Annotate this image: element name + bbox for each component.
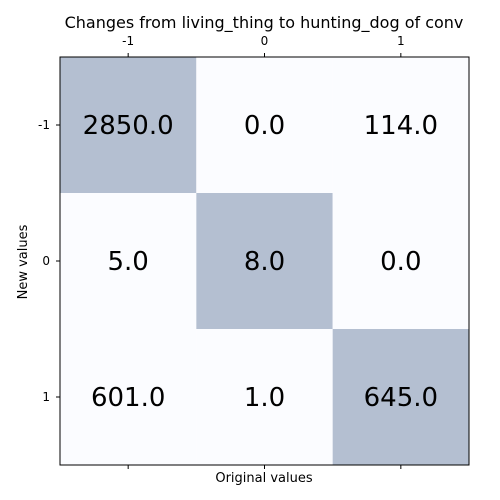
heatmap-cell-value: 645.0 (364, 383, 438, 413)
heatmap-cell (196, 193, 333, 329)
heatmap-cell (60, 193, 197, 329)
heatmap-cell-value: 601.0 (91, 383, 165, 413)
heatmap-cell (332, 57, 469, 193)
heatmap-cell (60, 329, 197, 465)
y-tick-label: 1 (42, 390, 50, 404)
heatmap-cell-value: 8.0 (244, 247, 285, 277)
y-axis-ticks: -1 0 1 (38, 118, 60, 404)
heatmap-cell-labels: 2850.0 0.0 114.0 5.0 8.0 0.0 601.0 1.0 645.0 (83, 111, 438, 413)
x-tick-label: -1 (122, 34, 134, 48)
heatmap-cell (60, 57, 197, 193)
y-axis-label: New values (16, 224, 31, 299)
heatmap-cell-value: 0.0 (244, 111, 285, 141)
y-tick-label: -1 (38, 118, 50, 132)
x-axis-top-ticks: -1 0 1 (122, 34, 405, 57)
heatmap-cell-value: 5.0 (107, 247, 148, 277)
x-tick-label: 1 (397, 34, 405, 48)
x-axis-bottom-ticks (127, 465, 402, 469)
heatmap-cell (196, 57, 333, 193)
heatmap-cell (196, 329, 333, 465)
x-tick-label: 0 (261, 34, 269, 48)
chart-title: Changes from living_thing to hunting_dog… (65, 13, 464, 33)
heatmap-cell (332, 193, 469, 329)
heatmap-cell-value: 0.0 (380, 247, 421, 277)
heatmap-cell-value: 114.0 (364, 111, 438, 141)
heatmap-cell (332, 329, 469, 465)
heatmap-cells (60, 57, 469, 465)
x-axis-label: Original values (215, 471, 313, 486)
heatmap-cell-value: 2850.0 (83, 111, 174, 141)
heatmap-cell-value: 1.0 (244, 383, 285, 413)
y-tick-label: 0 (42, 254, 50, 268)
